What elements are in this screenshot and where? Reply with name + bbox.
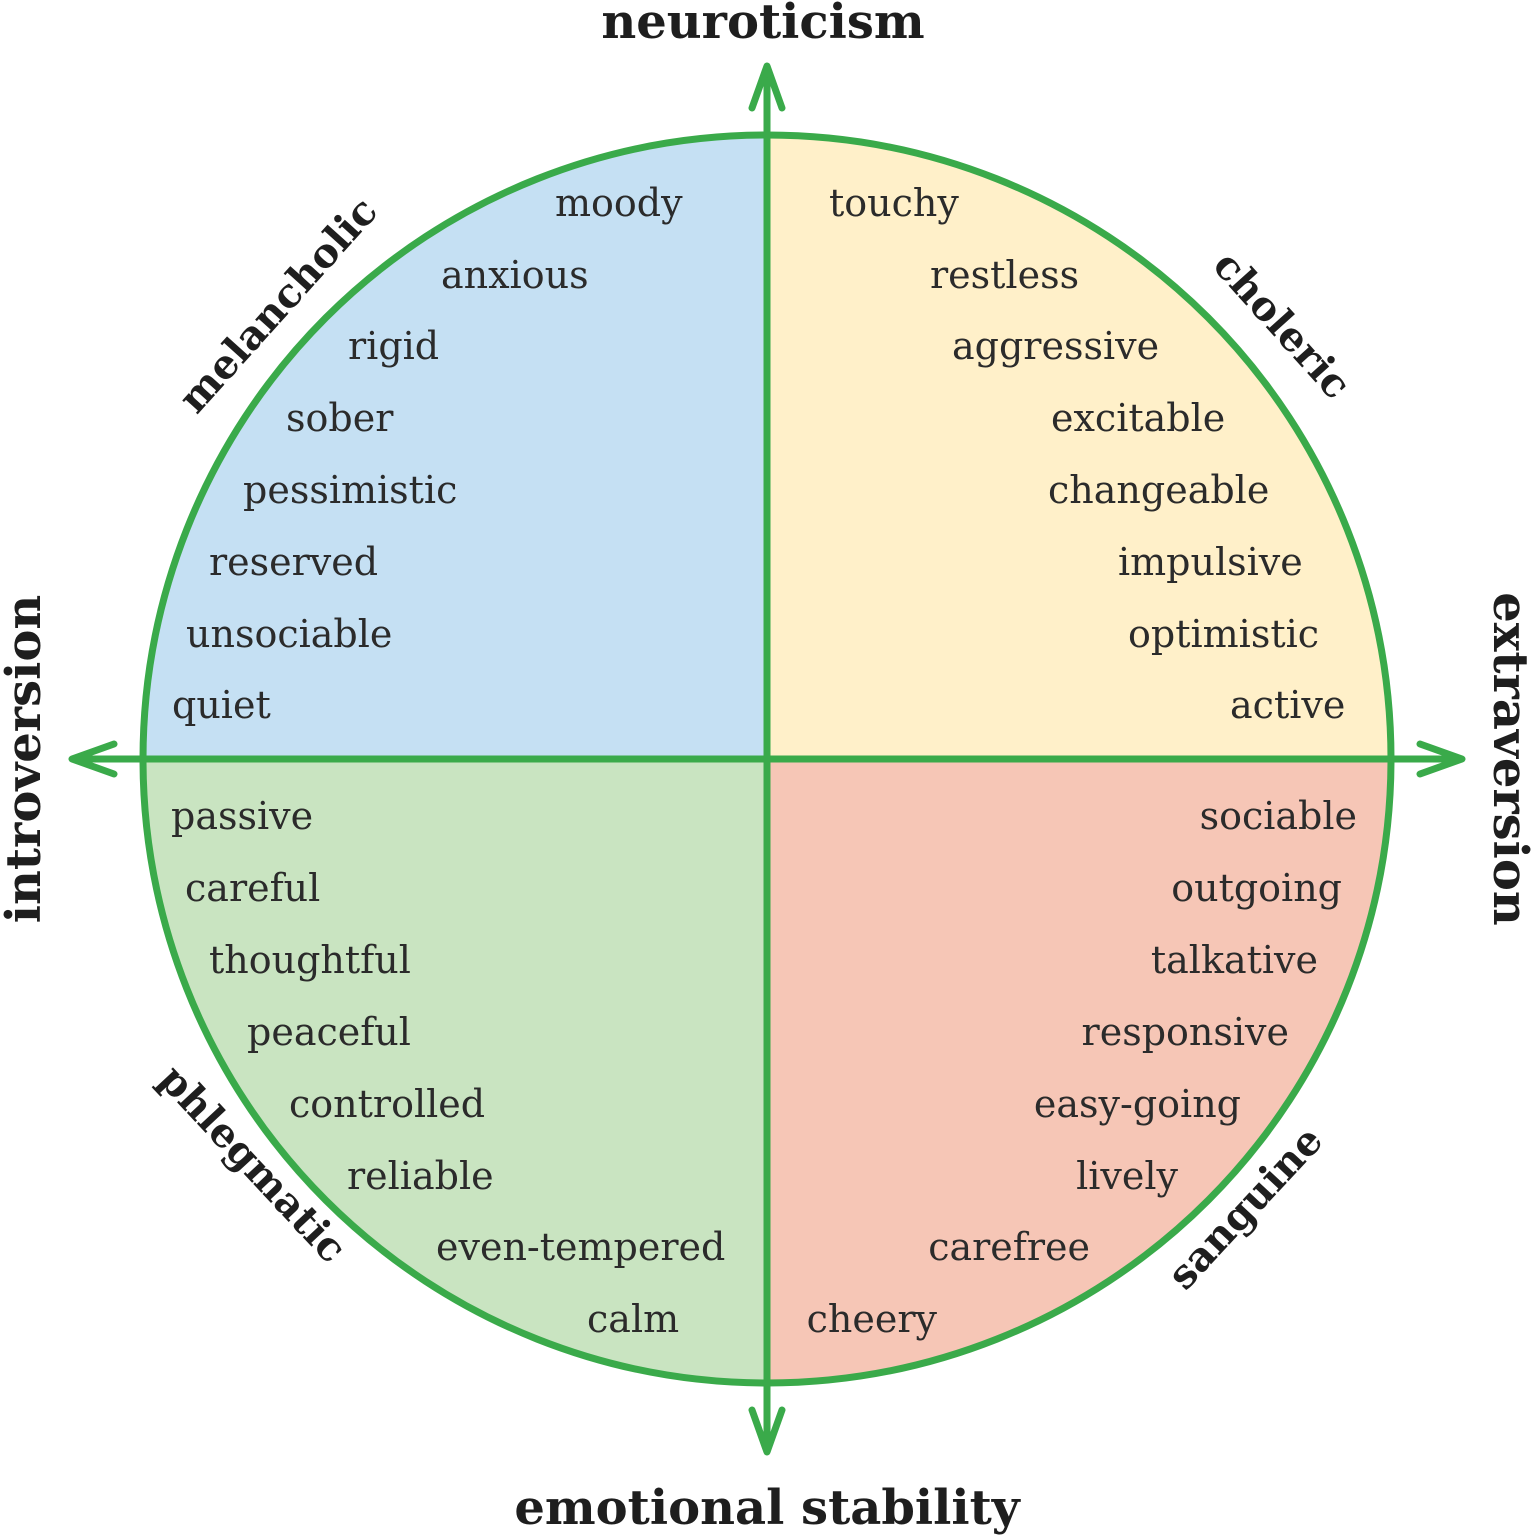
trait-sanguine: outgoing — [1171, 866, 1342, 910]
trait-phlegmatic: calm — [587, 1297, 679, 1341]
trait-choleric: touchy — [829, 181, 959, 225]
trait-sanguine: sociable — [1200, 794, 1357, 838]
sanguine-quadrant — [767, 759, 1391, 1383]
trait-melancholic: moody — [555, 181, 683, 225]
arrow-down-icon — [748, 1406, 786, 1456]
trait-phlegmatic: controlled — [289, 1082, 485, 1126]
trait-phlegmatic: careful — [185, 866, 320, 910]
trait-phlegmatic: peaceful — [247, 1010, 411, 1054]
axis-label-emotional-stability: emotional stability — [514, 1480, 1021, 1536]
trait-sanguine: talkative — [1151, 938, 1318, 982]
trait-sanguine: carefree — [928, 1225, 1090, 1269]
trait-melancholic: anxious — [441, 253, 589, 297]
trait-sanguine: cheery — [807, 1297, 938, 1341]
choleric-quadrant — [767, 135, 1391, 759]
axis-label-introversion: introversion — [0, 595, 52, 924]
trait-sanguine: responsive — [1082, 1010, 1289, 1054]
trait-phlegmatic: thoughtful — [209, 938, 411, 982]
trait-choleric: aggressive — [952, 324, 1159, 368]
trait-phlegmatic: reliable — [347, 1154, 494, 1198]
trait-melancholic: reserved — [209, 540, 378, 584]
melancholic-quadrant — [143, 135, 767, 759]
axis-label-neuroticism: neuroticism — [601, 0, 924, 50]
trait-choleric: active — [1230, 683, 1345, 727]
trait-sanguine: lively — [1076, 1154, 1178, 1198]
arrow-right-icon — [1416, 740, 1466, 778]
trait-choleric: optimistic — [1128, 612, 1319, 656]
phlegmatic-quadrant — [143, 759, 767, 1383]
arrow-up-icon — [748, 62, 786, 112]
trait-sanguine: easy-going — [1034, 1082, 1241, 1126]
trait-choleric: restless — [930, 253, 1079, 297]
arrow-left-icon — [68, 740, 118, 778]
trait-melancholic: pessimistic — [243, 468, 457, 512]
trait-melancholic: sober — [286, 396, 394, 440]
trait-phlegmatic: passive — [171, 794, 313, 838]
trait-melancholic: quiet — [172, 683, 271, 727]
axis-label-extraversion: extraversion — [1482, 592, 1534, 926]
trait-phlegmatic: even-tempered — [436, 1225, 725, 1269]
trait-choleric: changeable — [1048, 468, 1269, 512]
trait-melancholic: unsociable — [186, 612, 392, 656]
trait-choleric: impulsive — [1118, 540, 1303, 584]
trait-choleric: excitable — [1051, 396, 1225, 440]
trait-melancholic: rigid — [348, 324, 439, 368]
